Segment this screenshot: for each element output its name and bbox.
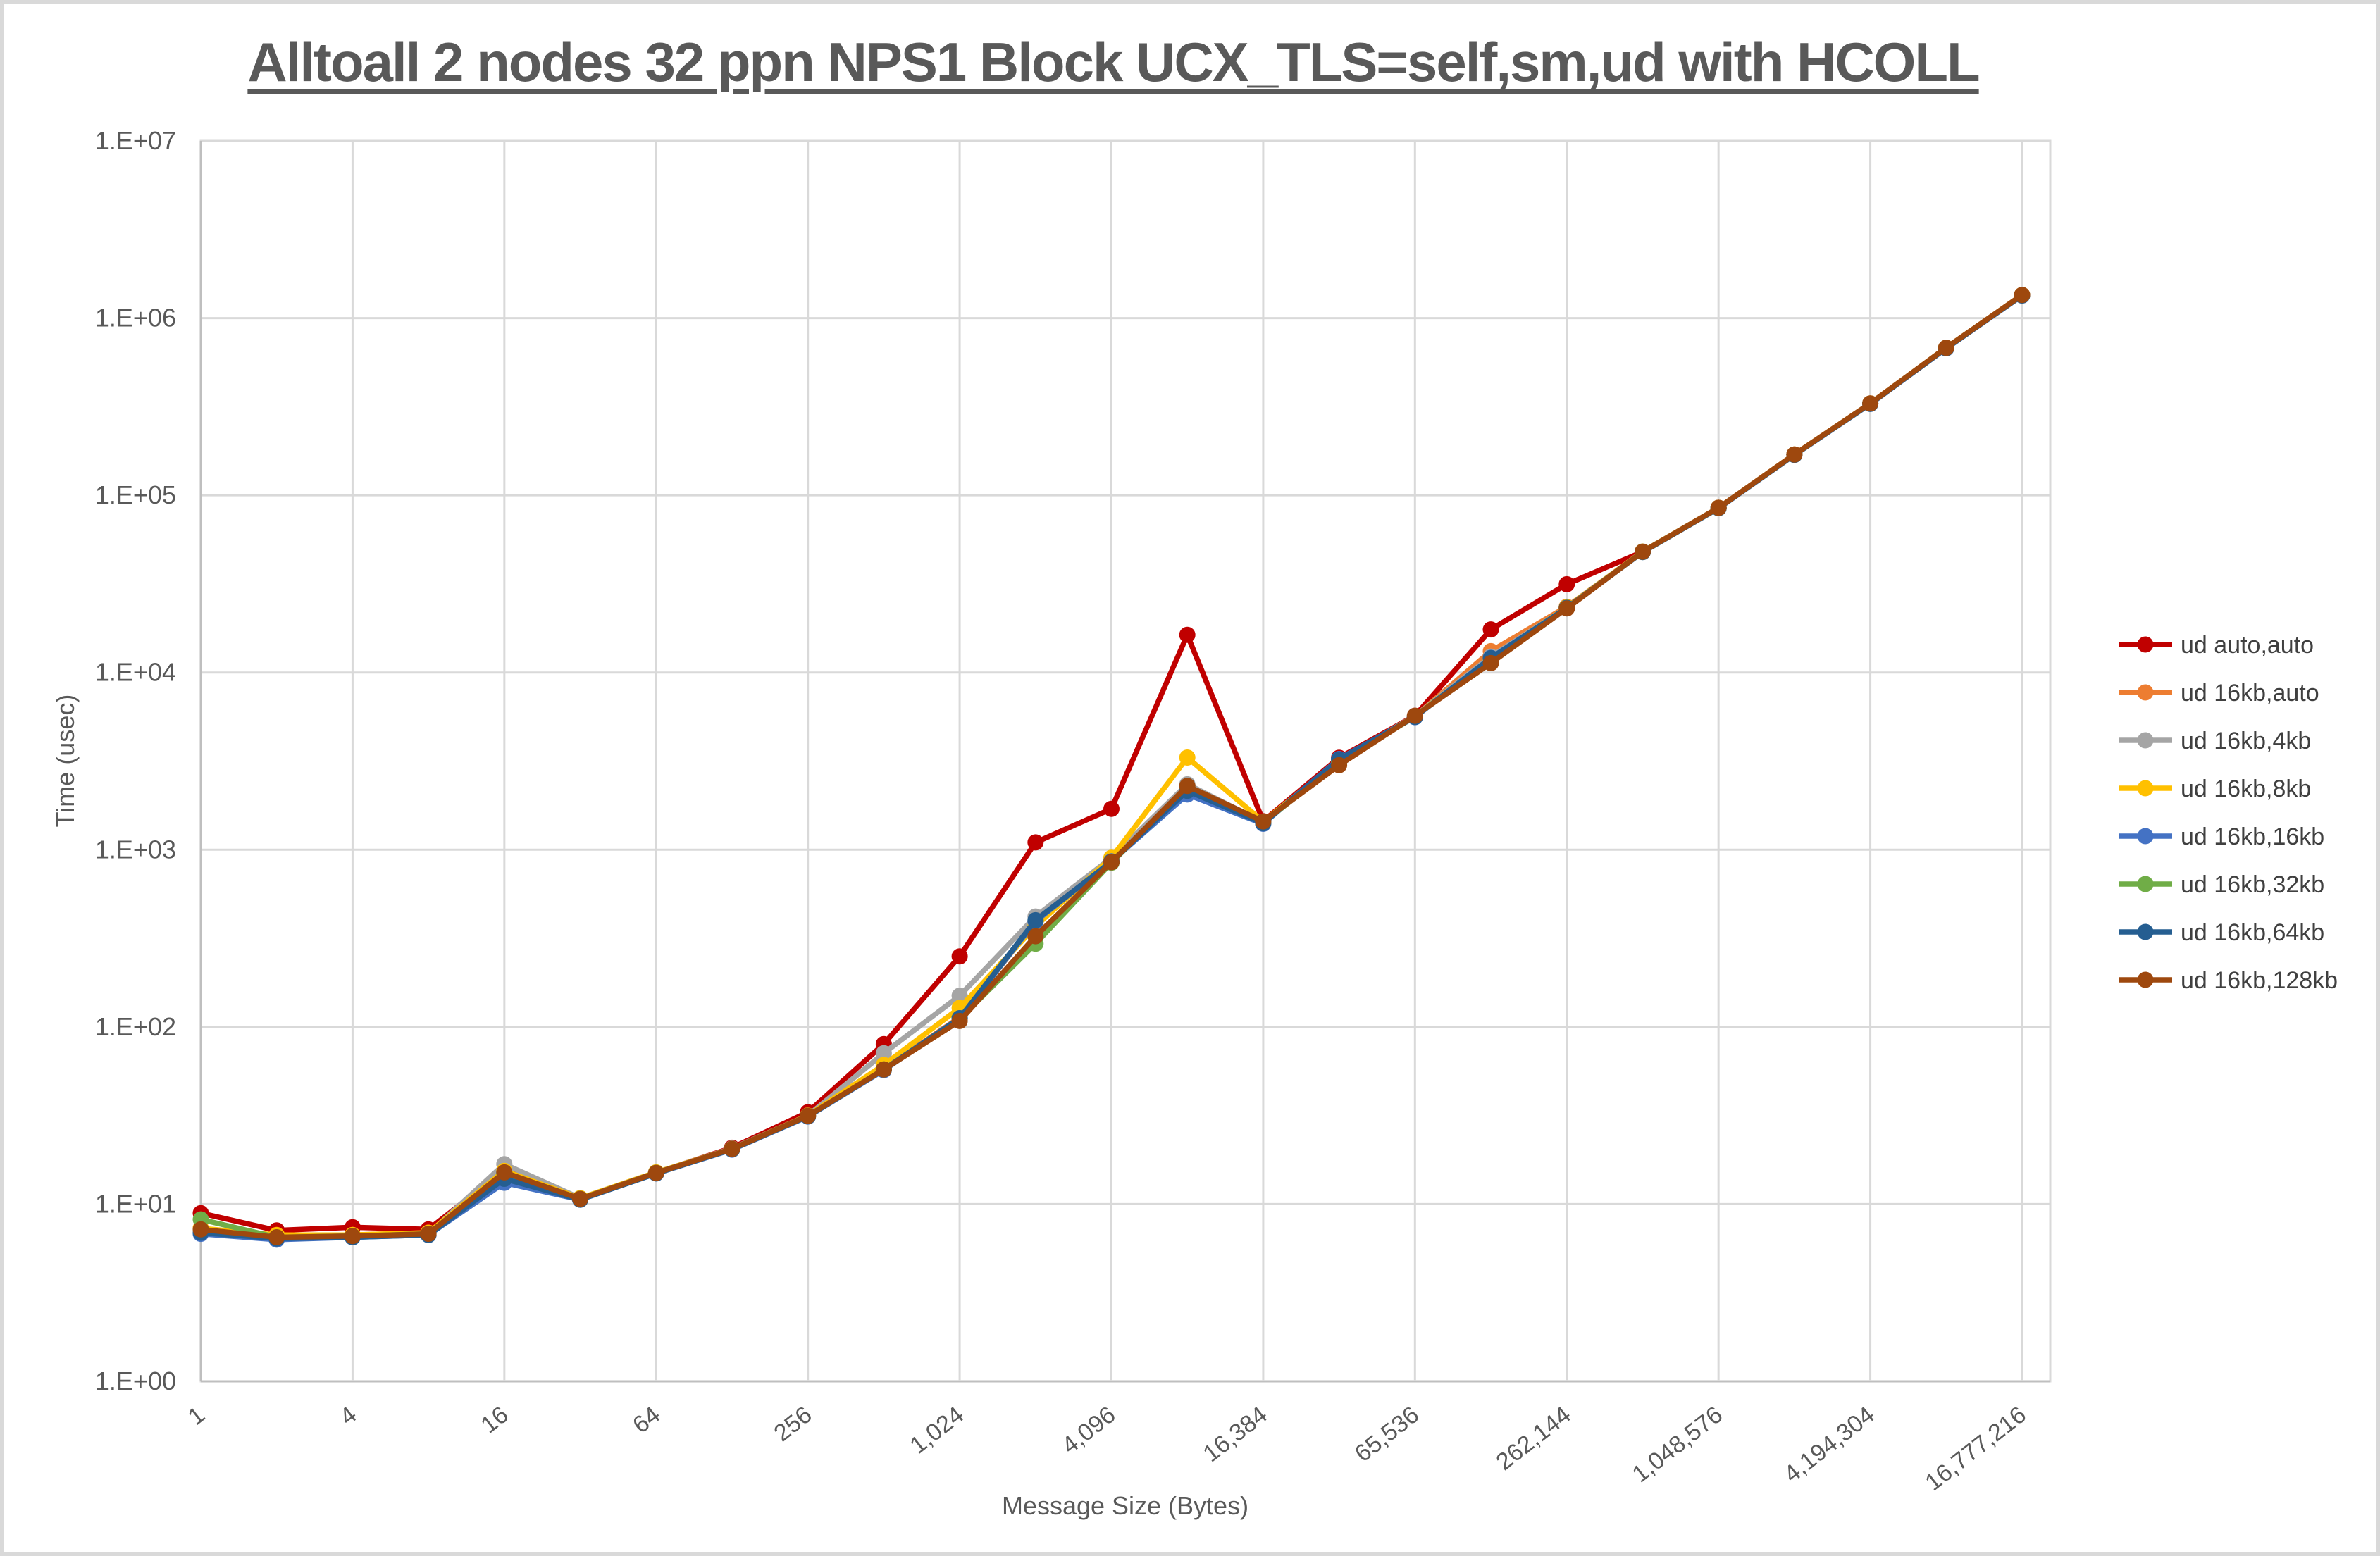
legend-item: ud 16kb,4kb — [2119, 728, 2311, 754]
legend-label: ud 16kb,128kb — [2181, 967, 2338, 994]
series-marker-ud-16kb-128kb — [647, 1164, 664, 1181]
legend-marker-dot — [2137, 828, 2154, 845]
series-marker-ud-16kb-128kb — [1862, 395, 1879, 412]
series-marker-ud-16kb-128kb — [1255, 813, 1272, 830]
legend-label: ud 16kb,4kb — [2181, 728, 2311, 754]
x-tick-label: 4,096 — [1057, 1401, 1120, 1459]
series-marker-ud-16kb-128kb — [344, 1228, 361, 1245]
gridlines — [199, 139, 2052, 1383]
series-marker-ud-auto-auto — [1027, 834, 1044, 851]
series-marker-ud-16kb-128kb — [2014, 287, 2031, 304]
legend-marker-dot — [2137, 732, 2154, 749]
legend-label: ud auto,auto — [2181, 632, 2314, 659]
x-axis-tick-labels: 1 4 16 64 256 1,024 4,096 16,384 65,536 262,144 1,… — [183, 1401, 2031, 1496]
series-marker-ud-16kb-128kb — [1635, 543, 1651, 560]
y-tick-label: 1.E+07 — [95, 126, 176, 155]
series-marker-ud-16kb-128kb — [875, 1061, 892, 1078]
legend-marker-dot — [2137, 923, 2154, 940]
legend-label: ud 16kb,8kb — [2181, 776, 2311, 802]
legend-label: ud 16kb,32kb — [2181, 871, 2324, 898]
x-tick-label: 256 — [769, 1401, 817, 1447]
legend-marker-dot — [2137, 971, 2154, 988]
y-axis-title: Time (usec) — [51, 695, 80, 828]
line-chart: 1.E+00 1.E+01 1.E+02 1.E+03 1.E+04 1.E+05 1.E+… — [51, 126, 2338, 1520]
series-marker-ud-16kb-128kb — [1406, 707, 1423, 724]
series-marker-ud-auto-auto — [1558, 575, 1575, 592]
series-marker-ud-16kb-128kb — [1938, 340, 1954, 356]
legend-item: ud 16kb,64kb — [2119, 919, 2324, 946]
series-marker-ud-16kb-128kb — [192, 1221, 209, 1238]
series-marker-ud-16kb-128kb — [1710, 499, 1727, 516]
series-marker-ud-16kb-128kb — [1786, 446, 1803, 463]
legend-item: ud auto,auto — [2119, 632, 2314, 659]
y-tick-label: 1.E+00 — [95, 1367, 176, 1395]
legend: ud auto,auto ud 16kb,auto ud 16kb,4kb ud 16… — [2119, 632, 2338, 994]
legend-item: ud 16kb,auto — [2119, 680, 2319, 707]
series-marker-ud-16kb-128kb — [1558, 600, 1575, 617]
series-marker-ud-16kb-128kb — [951, 1012, 968, 1029]
legend-item: ud 16kb,8kb — [2119, 776, 2311, 802]
y-tick-label: 1.E+06 — [95, 304, 176, 332]
legend-item: ud 16kb,128kb — [2119, 967, 2338, 994]
series-marker-ud-16kb-8kb — [1179, 749, 1196, 766]
legend-marker-dot — [2137, 876, 2154, 892]
legend-label: ud 16kb,64kb — [2181, 919, 2324, 946]
x-axis-title: Message Size (Bytes) — [1002, 1491, 1248, 1520]
series-marker-ud-auto-auto — [1482, 621, 1499, 638]
y-axis-tick-labels: 1.E+00 1.E+01 1.E+02 1.E+03 1.E+04 1.E+05 1.E+… — [95, 126, 176, 1395]
legend-label: ud 16kb,auto — [2181, 680, 2319, 707]
legend-marker-dot — [2137, 684, 2154, 701]
x-tick-label: 65,536 — [1350, 1401, 1424, 1467]
x-tick-label: 16,384 — [1198, 1401, 1272, 1467]
series-marker-ud-16kb-64kb — [1027, 911, 1044, 928]
series-marker-ud-auto-auto — [951, 948, 968, 965]
y-tick-label: 1.E+05 — [95, 480, 176, 509]
legend-label: ud 16kb,16kb — [2181, 823, 2324, 850]
series-marker-ud-16kb-128kb — [1482, 654, 1499, 671]
series-marker-ud-16kb-128kb — [572, 1190, 588, 1207]
x-tick-label: 64 — [628, 1401, 665, 1438]
series-lines — [192, 287, 2031, 1248]
chart-title: Alltoall 2 nodes 32 ppn NPS1 Block UCX_T… — [247, 31, 1980, 93]
series-marker-ud-16kb-128kb — [268, 1229, 285, 1245]
series-marker-ud-16kb-128kb — [724, 1140, 740, 1157]
x-tick-label: 16 — [476, 1401, 514, 1438]
series-marker-ud-16kb-4kb — [875, 1045, 892, 1062]
x-tick-label: 1,048,576 — [1628, 1401, 1728, 1488]
series-marker-ud-16kb-128kb — [1103, 854, 1120, 871]
series-marker-ud-auto-auto — [1103, 800, 1120, 817]
legend-item: ud 16kb,32kb — [2119, 871, 2324, 898]
y-tick-label: 1.E+04 — [95, 658, 176, 687]
series-marker-ud-16kb-128kb — [1027, 928, 1044, 945]
legend-marker-dot — [2137, 636, 2154, 653]
legend-item: ud 16kb,16kb — [2119, 823, 2324, 850]
series-marker-ud-auto-auto — [1179, 626, 1196, 643]
legend-marker-dot — [2137, 780, 2154, 797]
series-marker-ud-16kb-128kb — [1179, 778, 1196, 795]
x-tick-label: 4,194,304 — [1779, 1401, 1880, 1488]
x-tick-label: 16,777,216 — [1920, 1401, 2031, 1496]
y-tick-label: 1.E+02 — [95, 1012, 176, 1041]
x-tick-label: 1 — [183, 1401, 210, 1431]
x-tick-label: 4 — [335, 1401, 361, 1431]
x-tick-label: 262,144 — [1491, 1401, 1575, 1476]
x-tick-label: 1,024 — [905, 1401, 969, 1459]
series-marker-ud-16kb-128kb — [1331, 757, 1348, 773]
y-tick-label: 1.E+03 — [95, 835, 176, 864]
series-marker-ud-16kb-128kb — [496, 1164, 513, 1181]
series-marker-ud-16kb-128kb — [420, 1226, 437, 1243]
y-tick-label: 1.E+01 — [95, 1189, 176, 1218]
series-marker-ud-16kb-128kb — [800, 1107, 817, 1124]
